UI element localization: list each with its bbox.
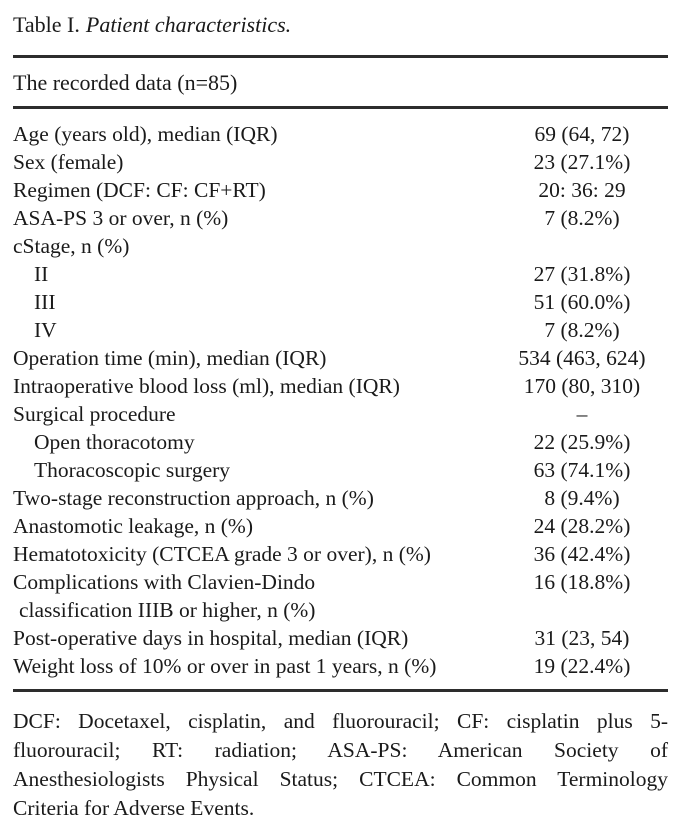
row-label: Surgical procedure xyxy=(13,402,176,426)
row-value: 69 (64, 72) xyxy=(534,122,630,146)
table-row: cStage, n (%) xyxy=(13,232,668,260)
table-row: III 51 (60.0%) xyxy=(13,288,668,316)
table-row: Regimen (DCF: CF: CF+RT) 20: 36: 29 xyxy=(13,176,668,204)
table-row: Intraoperative blood loss (ml), median (… xyxy=(13,372,668,400)
row-value: 7 (8.2%) xyxy=(544,318,620,342)
row-label: Intraoperative blood loss (ml), median (… xyxy=(13,374,400,398)
table-row: Sex (female) 23 (27.1%) xyxy=(13,148,668,176)
table-caption: Table I. Patient characteristics. xyxy=(13,12,668,38)
row-value: 23 (27.1%) xyxy=(533,150,631,174)
table-row: Anastomotic leakage, n (%) 24 (28.2%) xyxy=(13,512,668,540)
header-rule xyxy=(13,106,668,109)
row-value: 7 (8.2%) xyxy=(544,206,620,230)
table-row: IV 7 (8.2%) xyxy=(13,316,668,344)
row-value: 16 (18.8%) xyxy=(533,570,631,594)
table-row: Two-stage reconstruction approach, n (%)… xyxy=(13,484,668,512)
row-value: 63 (74.1%) xyxy=(533,458,631,482)
row-value: 170 (80, 310) xyxy=(523,374,641,398)
footnote-line: Criteria for Adverse Events. xyxy=(13,796,255,820)
row-value: 27 (31.8%) xyxy=(533,262,631,286)
row-label: ASA-PS 3 or over, n (%) xyxy=(13,206,229,230)
row-label: Post-operative days in hospital, median … xyxy=(13,626,409,650)
footnote-line: DCF: Docetaxel, cisplatin, and fluoroura… xyxy=(13,709,668,733)
table-row: classification IIIB or higher, n (%) xyxy=(13,596,668,624)
table-row: Age (years old), median (IQR) 69 (64, 72… xyxy=(13,120,668,148)
row-value: – xyxy=(576,402,588,426)
row-label: Hematotoxicity (CTCEA grade 3 or over), … xyxy=(13,542,431,566)
caption-title: Patient characteristics. xyxy=(85,12,292,37)
row-value: 36 (42.4%) xyxy=(533,542,631,566)
row-value: 51 (60.0%) xyxy=(533,290,631,314)
table-row: Open thoracotomy 22 (25.9%) xyxy=(13,428,668,456)
row-label: Sex (female) xyxy=(13,150,124,174)
footnote-line: Anesthesiologists Physical Status; CTCEA… xyxy=(13,767,668,791)
row-label: Open thoracotomy xyxy=(34,430,195,454)
row-label: cStage, n (%) xyxy=(13,234,130,258)
top-rule xyxy=(13,55,668,58)
table-row: Weight loss of 10% or over in past 1 yea… xyxy=(13,652,668,680)
row-label: Two-stage reconstruction approach, n (%) xyxy=(13,486,374,510)
row-value: 24 (28.2%) xyxy=(533,514,631,538)
row-label: Regimen (DCF: CF: CF+RT) xyxy=(13,178,266,202)
row-value xyxy=(496,596,668,624)
row-label: Age (years old), median (IQR) xyxy=(13,122,278,146)
row-value: 31 (23, 54) xyxy=(534,626,630,650)
table-header: The recorded data (n=85) xyxy=(13,70,238,95)
bottom-rule xyxy=(13,689,668,692)
row-label: Anastomotic leakage, n (%) xyxy=(13,514,253,538)
table-row: Complications with Clavien-Dindo 16 (18.… xyxy=(13,568,668,596)
table-row: ASA-PS 3 or over, n (%) 7 (8.2%) xyxy=(13,204,668,232)
caption-prefix: Table I. xyxy=(13,12,80,37)
row-value: 19 (22.4%) xyxy=(533,654,631,678)
table-row: Surgical procedure – xyxy=(13,400,668,428)
row-label: Complications with Clavien-Dindo xyxy=(13,570,316,594)
footnote-line: fluorouracil; RT: radiation; ASA-PS: Ame… xyxy=(13,738,668,762)
row-value: 22 (25.9%) xyxy=(533,430,631,454)
row-label: IV xyxy=(34,318,57,342)
table-body: Age (years old), median (IQR) 69 (64, 72… xyxy=(13,109,668,689)
table-footnote: DCF: Docetaxel, cisplatin, and fluoroura… xyxy=(13,707,668,823)
table-row: Post-operative days in hospital, median … xyxy=(13,624,668,652)
row-label: Operation time (min), median (IQR) xyxy=(13,346,327,370)
row-value: 534 (463, 624) xyxy=(518,346,646,370)
row-value: 20: 36: 29 xyxy=(538,178,626,202)
row-value xyxy=(496,232,668,260)
row-label: classification IIIB or higher, n (%) xyxy=(19,598,316,622)
table-row: Thoracoscopic surgery 63 (74.1%) xyxy=(13,456,668,484)
row-label: III xyxy=(34,290,56,314)
row-label: Thoracoscopic surgery xyxy=(34,458,231,482)
table-row: Operation time (min), median (IQR) 534 (… xyxy=(13,344,668,372)
table-row: Hematotoxicity (CTCEA grade 3 or over), … xyxy=(13,540,668,568)
row-value: 8 (9.4%) xyxy=(544,486,620,510)
table-row: II 27 (31.8%) xyxy=(13,260,668,288)
row-label: Weight loss of 10% or over in past 1 yea… xyxy=(13,654,437,678)
row-label: II xyxy=(34,262,49,286)
